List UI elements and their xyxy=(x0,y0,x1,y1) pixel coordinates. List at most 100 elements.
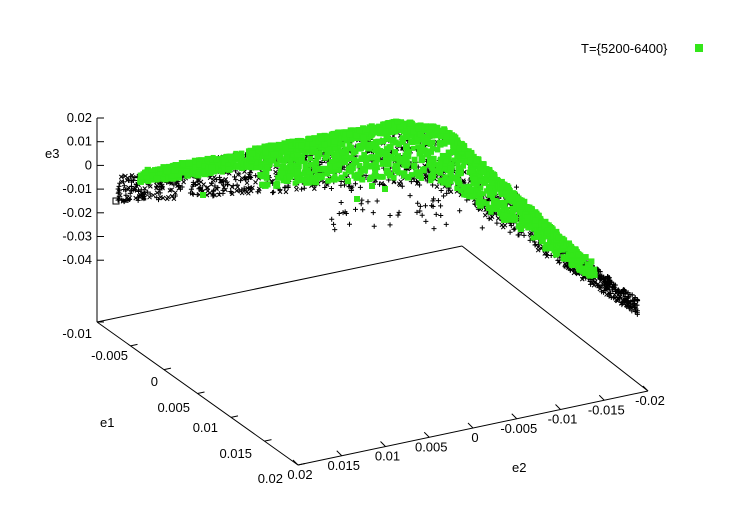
green-point xyxy=(226,158,234,166)
green-point xyxy=(256,158,263,165)
e1-tick-mark xyxy=(130,343,138,347)
green-point xyxy=(497,211,503,217)
black-point xyxy=(127,190,133,196)
black-point xyxy=(625,290,631,296)
green-point xyxy=(143,173,150,180)
black-outlier-point xyxy=(419,212,425,218)
green-point xyxy=(336,162,343,168)
green-point xyxy=(395,141,402,148)
green-point xyxy=(294,151,301,158)
green-point xyxy=(524,214,531,221)
green-point xyxy=(483,171,490,178)
green-point xyxy=(305,167,312,174)
green-point xyxy=(473,181,480,188)
black-point xyxy=(597,286,603,292)
black-point xyxy=(242,188,248,194)
green-point xyxy=(428,178,434,184)
green-point xyxy=(372,161,379,168)
green-point xyxy=(306,171,314,178)
black-point xyxy=(241,185,247,191)
black-point xyxy=(117,180,123,186)
green-point xyxy=(314,138,321,145)
green-point xyxy=(386,171,394,179)
green-point xyxy=(344,178,351,185)
green-point xyxy=(458,155,465,161)
black-outlier-point xyxy=(423,218,429,224)
black-point xyxy=(209,182,214,187)
green-point xyxy=(237,160,244,167)
green-point xyxy=(400,170,406,176)
black-outlier-point xyxy=(430,198,436,204)
green-point xyxy=(466,183,472,190)
black-point xyxy=(190,191,196,197)
green-point xyxy=(402,132,410,140)
green-point xyxy=(286,164,293,171)
black-point xyxy=(311,186,317,192)
green-point xyxy=(191,157,199,165)
green-point xyxy=(306,135,313,142)
e2-tick-mark xyxy=(555,404,561,410)
green-point xyxy=(458,170,464,177)
green-point xyxy=(415,138,421,145)
black-point xyxy=(157,190,163,196)
green-point xyxy=(365,144,373,152)
green-point xyxy=(221,159,229,166)
green-point xyxy=(231,160,237,166)
green-point xyxy=(476,193,483,201)
green-point xyxy=(305,140,312,147)
green-point xyxy=(471,176,478,183)
black-point xyxy=(228,188,234,194)
green-point xyxy=(447,170,454,177)
black-point xyxy=(119,197,125,203)
green-point xyxy=(536,234,542,240)
green-point xyxy=(370,140,376,146)
green-point xyxy=(490,173,497,180)
black-point xyxy=(140,196,146,201)
green-point xyxy=(377,147,384,154)
green-point xyxy=(376,123,383,130)
green-point xyxy=(391,174,397,181)
black-point xyxy=(219,179,225,184)
black-point xyxy=(225,181,231,187)
green-point xyxy=(481,175,489,183)
green-point xyxy=(332,166,339,173)
green-point xyxy=(394,118,401,125)
green-point xyxy=(357,162,363,169)
green-point xyxy=(490,198,498,205)
e2-tick-mark xyxy=(467,422,474,429)
black-point xyxy=(461,179,467,185)
green-point xyxy=(387,153,394,161)
green-point xyxy=(221,166,228,173)
black-point xyxy=(141,195,147,201)
z-axis-ticks: 0.02 0.01 0 -0.01 -0.02 -0.03 -0.04 -0.01 xyxy=(62,110,104,341)
green-point xyxy=(478,178,485,185)
green-point xyxy=(414,134,421,141)
green-point xyxy=(302,164,309,171)
green-point xyxy=(150,168,156,174)
black-point xyxy=(154,195,160,201)
green-point xyxy=(377,127,384,134)
green-point xyxy=(262,146,269,153)
green-point xyxy=(327,163,334,170)
green-point xyxy=(458,187,464,194)
green-point xyxy=(342,131,349,138)
green-point xyxy=(455,160,461,167)
z-tick-label: -0.04 xyxy=(62,252,92,267)
black-point xyxy=(500,224,506,230)
black-point xyxy=(244,175,250,181)
green-point xyxy=(385,121,392,128)
green-point xyxy=(317,173,325,180)
black-point xyxy=(611,295,617,301)
black-point xyxy=(299,186,305,192)
black-outlier-point xyxy=(486,216,492,222)
green-point xyxy=(436,161,443,169)
green-point xyxy=(370,128,377,135)
green-point xyxy=(318,141,325,148)
green-point xyxy=(331,138,338,145)
green-point xyxy=(169,173,175,179)
black-point xyxy=(229,191,235,197)
black-point xyxy=(606,293,612,299)
green-point xyxy=(298,142,305,149)
e1-tick-mark xyxy=(230,415,239,418)
